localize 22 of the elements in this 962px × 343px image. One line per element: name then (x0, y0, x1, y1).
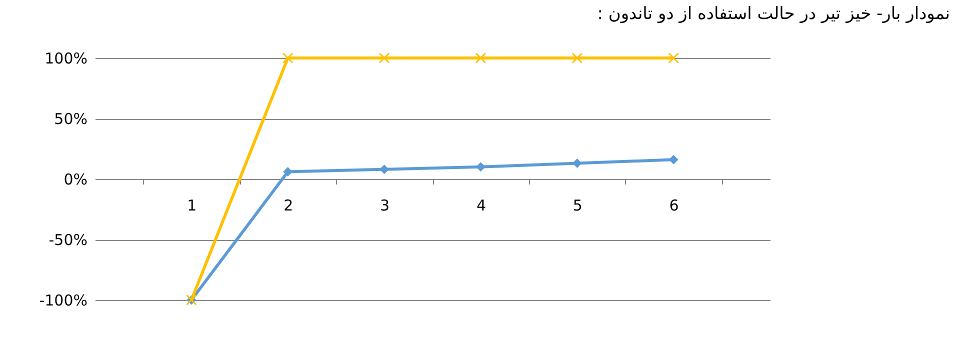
y-tick-label: -100% (39, 292, 88, 310)
point (668, 52, 680, 64)
chart-title: نمودار بار- خیز تیر در حالت استفاده از دو تاندون : (597, 4, 950, 24)
x-tick-label: 6 (669, 196, 679, 214)
x-tick-label: 1 (187, 196, 197, 214)
point (476, 162, 486, 172)
point (282, 52, 294, 64)
point (572, 52, 583, 64)
x-tick-label: 3 (380, 196, 390, 214)
x-tick-label: 5 (572, 196, 582, 214)
y-tick-label: 50% (54, 110, 88, 128)
point (475, 52, 486, 64)
x-tick-label: 4 (476, 196, 486, 214)
y-tick-label: -50% (48, 231, 88, 249)
y-tick-label: 100% (44, 50, 88, 68)
point (378, 52, 390, 64)
x-tick-label: 2 (284, 196, 294, 214)
point (380, 164, 390, 174)
point (283, 166, 293, 176)
point (668, 154, 678, 164)
y-tick-label: 0% (64, 170, 88, 188)
point (572, 158, 582, 168)
